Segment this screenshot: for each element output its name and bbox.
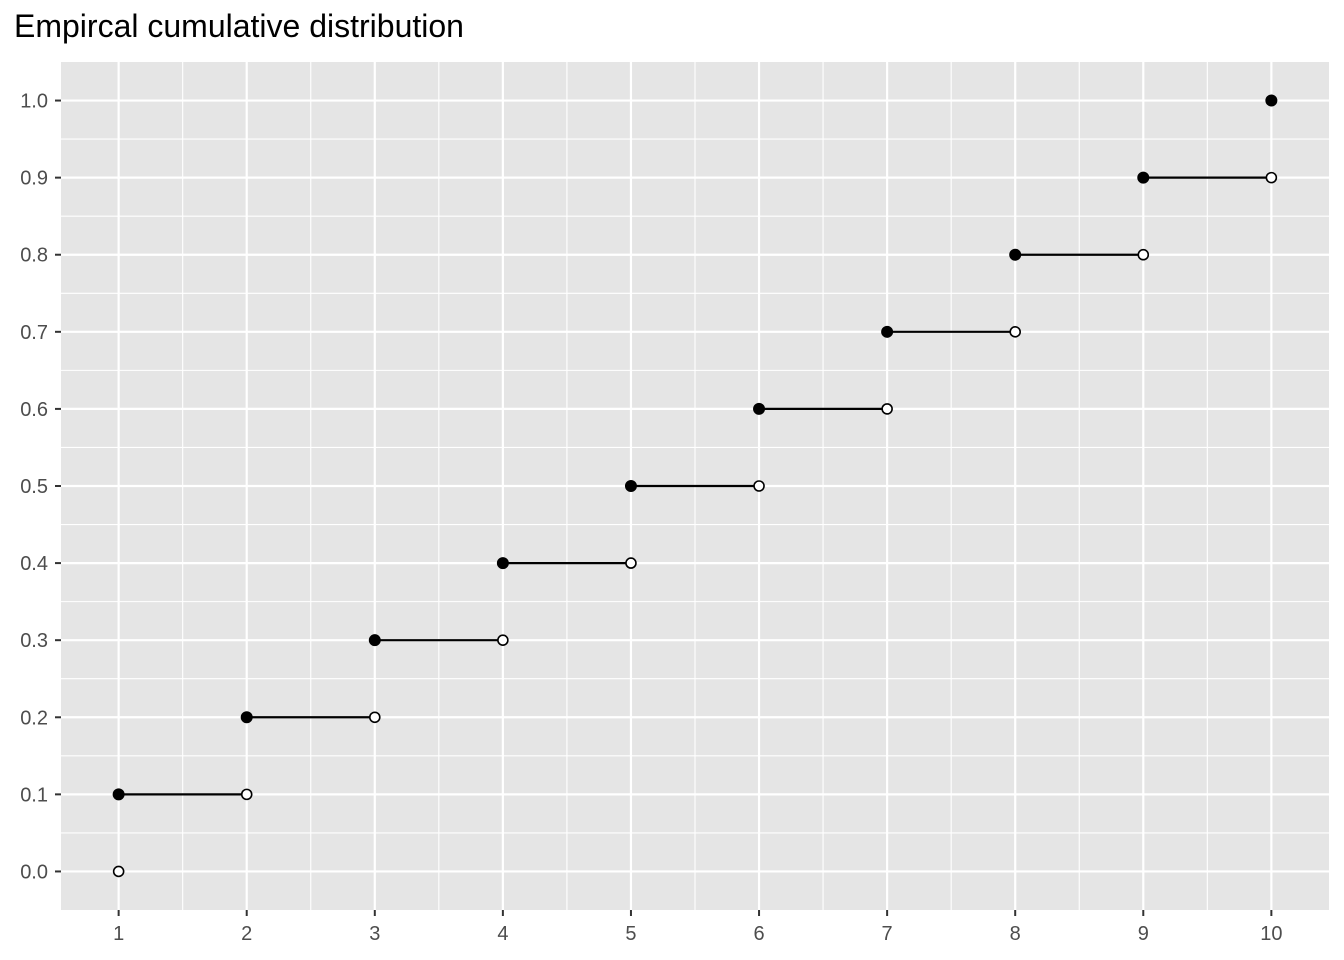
filled-point xyxy=(753,402,766,415)
x-tick-label: 1 xyxy=(113,923,124,945)
open-point xyxy=(1009,326,1022,338)
y-tick-label: 0.6 xyxy=(20,399,48,421)
x-tick-label: 2 xyxy=(241,923,252,945)
open-point xyxy=(497,634,509,646)
filled-point xyxy=(496,557,509,570)
y-tick-label: 0.4 xyxy=(20,553,48,575)
open-point xyxy=(1265,171,1278,184)
y-tick-label: 0.0 xyxy=(20,861,48,883)
open-point xyxy=(368,711,381,724)
x-tick-label: 4 xyxy=(497,923,508,945)
x-tick-label: 10 xyxy=(1260,923,1282,945)
filled-point xyxy=(624,480,637,492)
y-tick-label: 0.9 xyxy=(20,168,48,190)
y-tick-label: 0.7 xyxy=(20,322,48,344)
open-point xyxy=(240,788,253,801)
filled-point xyxy=(1137,171,1150,184)
x-tick-label: 8 xyxy=(1010,923,1021,945)
filled-point xyxy=(240,711,253,724)
x-tick-label: 6 xyxy=(753,923,764,945)
filled-point xyxy=(881,325,894,338)
axes: 1 2 3 4 5 6 7 8 9 10 0.0 0.1 0.2 0.3 0.4 0.5 0.6 0.7 0.8 0.… xyxy=(20,91,1282,945)
y-tick-label: 0.8 xyxy=(20,245,48,267)
open-point xyxy=(881,403,893,415)
y-tick-label: 1.0 xyxy=(20,91,48,113)
filled-point xyxy=(1009,248,1022,261)
open-point xyxy=(625,557,637,569)
y-tick-label: 0.5 xyxy=(20,476,48,498)
y-tick-label: 0.1 xyxy=(20,784,48,806)
x-tick-label: 9 xyxy=(1138,923,1149,945)
y-tick-label: 0.3 xyxy=(20,630,48,652)
y-tick-label: 0.2 xyxy=(20,707,48,729)
open-point xyxy=(1137,248,1150,261)
chart-title: Empircal cumulative distribution xyxy=(14,8,464,44)
grid-lines xyxy=(61,62,1329,910)
x-tick-label: 3 xyxy=(369,923,380,945)
filled-point xyxy=(368,634,381,647)
open-point xyxy=(112,865,125,878)
data-marks xyxy=(112,94,1278,878)
x-tick-label: 7 xyxy=(882,923,893,945)
x-tick-label: 5 xyxy=(625,923,636,945)
filled-point xyxy=(112,788,125,801)
filled-point xyxy=(1265,94,1278,107)
open-point xyxy=(753,480,765,492)
